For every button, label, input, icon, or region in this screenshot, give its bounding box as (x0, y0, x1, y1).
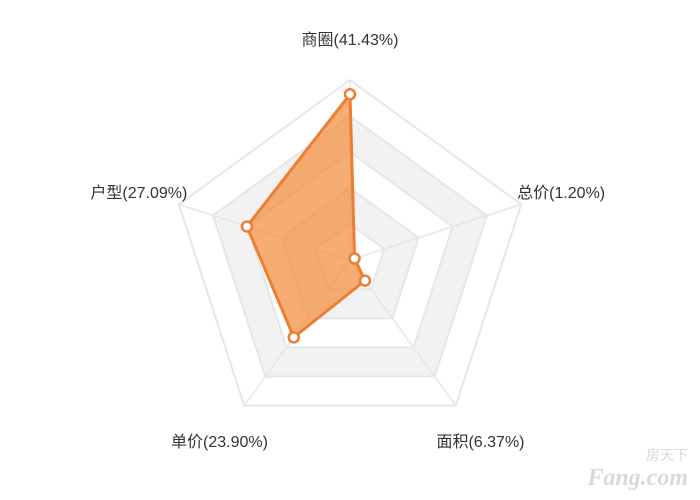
radar-marker (289, 332, 299, 342)
axis-label: 商圈(41.43%) (302, 26, 399, 50)
axis-label: 户型(27.09%) (90, 179, 187, 203)
radar-marker (360, 276, 370, 286)
radar-svg (0, 0, 700, 500)
radar-chart: 商圈(41.43%) 总价(1.20%) 面积(6.37%) 单价(23.90%) 户型… (0, 0, 700, 500)
radar-marker (345, 89, 355, 99)
radar-marker (242, 222, 252, 232)
axis-label: 面积(6.37%) (436, 428, 524, 452)
radar-marker (350, 254, 360, 264)
axis-label: 单价(23.90%) (171, 428, 268, 452)
axis-label: 总价(1.20%) (517, 179, 605, 203)
